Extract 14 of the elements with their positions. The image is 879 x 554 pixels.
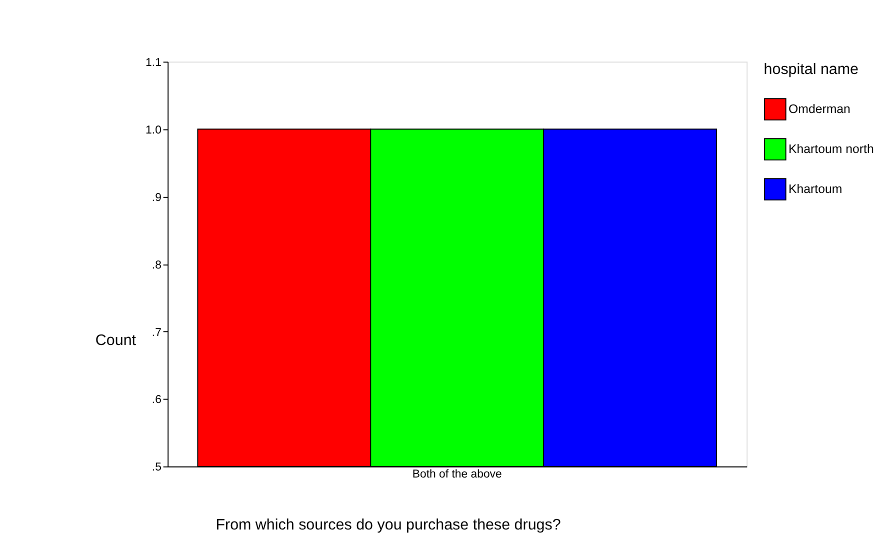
y-tick-label: 1.0	[146, 124, 162, 136]
x-tick-label: Both of the above	[412, 468, 502, 480]
legend-label: Khartoum	[788, 182, 842, 196]
y-tick-label: .9	[152, 192, 162, 204]
legend-label: Khartoum north	[788, 142, 874, 156]
y-tick-label: .6	[152, 394, 162, 406]
x-axis-title: From which sources do you purchase these drugs?	[216, 516, 561, 534]
y-tick-label: 1.1	[146, 56, 162, 69]
legend-title: hospital name	[764, 61, 859, 78]
y-tick-label: .7	[152, 326, 162, 339]
y-axis-title: Count	[95, 332, 137, 349]
y-tick-label: .8	[152, 259, 162, 272]
legend-label: Omderman	[788, 102, 851, 116]
y-tick-label: .5	[152, 462, 162, 474]
